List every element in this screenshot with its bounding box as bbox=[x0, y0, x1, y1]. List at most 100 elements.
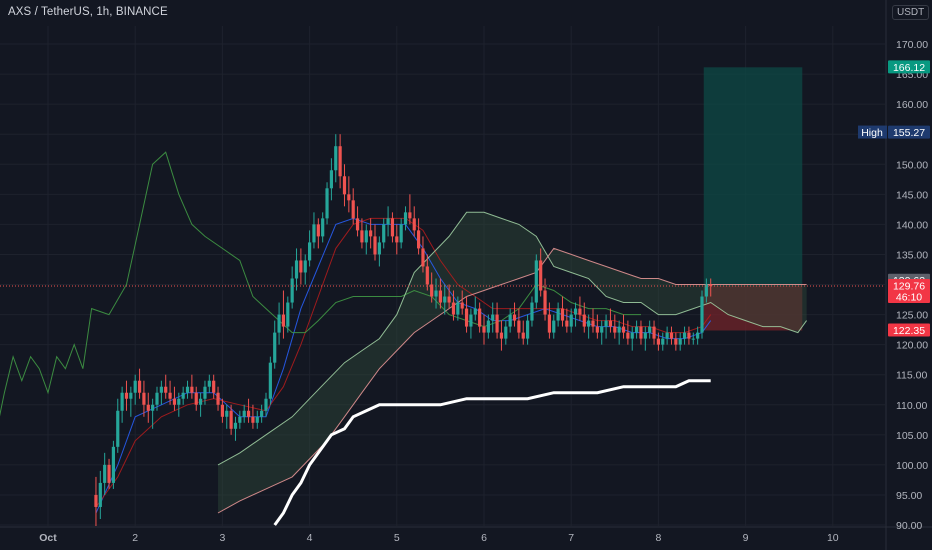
candle-body bbox=[329, 170, 333, 189]
symbol-title: AXS / TetherUS, 1h, BINANCE bbox=[8, 6, 168, 18]
candle-body bbox=[656, 338, 660, 345]
candle-body bbox=[456, 302, 460, 315]
candle-body bbox=[600, 326, 604, 333]
price-marker-label: 155.27 bbox=[893, 127, 925, 139]
price-marker-badge bbox=[888, 278, 930, 303]
candle-body bbox=[517, 320, 521, 333]
currency-badge[interactable]: USDT bbox=[892, 5, 930, 20]
candle-body bbox=[534, 260, 538, 303]
candle-body bbox=[412, 218, 416, 231]
candle-body bbox=[308, 242, 312, 261]
candle-body bbox=[591, 320, 595, 327]
candle-body bbox=[216, 392, 220, 405]
candle-body bbox=[268, 362, 272, 399]
candle-body bbox=[177, 398, 181, 405]
price-marker-note: High bbox=[861, 127, 883, 139]
candle-body bbox=[425, 266, 429, 285]
candle-body bbox=[94, 494, 98, 507]
candle-body bbox=[129, 392, 133, 399]
candle-body bbox=[635, 326, 639, 333]
candle-body bbox=[172, 398, 177, 405]
x-tick-label: 9 bbox=[743, 532, 749, 544]
candle-body bbox=[338, 146, 342, 177]
candle-body bbox=[648, 326, 652, 333]
candle-body bbox=[587, 320, 591, 327]
candle-body bbox=[316, 224, 320, 237]
candle-body bbox=[526, 320, 530, 339]
candle-body bbox=[678, 338, 682, 345]
candle-body bbox=[325, 188, 329, 219]
candle-body bbox=[417, 230, 421, 249]
price-marker-label: 129.76 bbox=[893, 280, 925, 292]
candle-body bbox=[473, 308, 477, 315]
candle-body bbox=[386, 218, 390, 225]
candle-body bbox=[495, 314, 499, 333]
plot-area bbox=[0, 26, 885, 526]
candle-body bbox=[508, 314, 512, 327]
candle-body bbox=[696, 332, 700, 339]
candle-body bbox=[133, 380, 137, 393]
candle-body bbox=[185, 386, 190, 393]
candle-body bbox=[434, 290, 438, 297]
candle-body bbox=[264, 398, 268, 411]
candle-body bbox=[229, 410, 233, 429]
candle-body bbox=[643, 332, 647, 339]
candle-body bbox=[225, 410, 229, 417]
leading-span-b bbox=[217, 247, 807, 514]
conversion-line bbox=[95, 217, 712, 514]
candle-body bbox=[321, 218, 325, 237]
candle-body bbox=[639, 326, 643, 339]
candle-body bbox=[251, 416, 255, 423]
candle-body bbox=[395, 236, 399, 243]
x-tick-label: 2 bbox=[132, 532, 138, 544]
candle-body bbox=[155, 392, 159, 405]
candle-body bbox=[578, 308, 582, 315]
candle-body bbox=[390, 218, 395, 237]
y-tick-label: 145.00 bbox=[896, 189, 928, 201]
candle-body bbox=[137, 380, 142, 393]
candle-body bbox=[669, 332, 674, 339]
candle-body bbox=[569, 314, 573, 327]
candle-body bbox=[273, 332, 277, 363]
y-tick-label: 140.00 bbox=[896, 219, 928, 231]
candle-body bbox=[595, 326, 599, 333]
candle-body bbox=[364, 230, 368, 243]
candle-body bbox=[552, 320, 556, 333]
y-tick-label: 135.00 bbox=[896, 249, 928, 261]
candle-body bbox=[277, 314, 281, 333]
candle-body bbox=[421, 248, 425, 267]
candle-body bbox=[199, 398, 203, 405]
candle-body bbox=[709, 284, 713, 286]
candle-body bbox=[512, 314, 517, 321]
candle-body bbox=[674, 338, 678, 345]
candle-body bbox=[246, 410, 251, 417]
candle-body bbox=[582, 314, 586, 327]
candle-body bbox=[286, 302, 290, 327]
x-tick-label: Oct bbox=[39, 532, 57, 544]
candle-body bbox=[168, 392, 172, 399]
candle-body bbox=[469, 314, 473, 327]
price-marker-label: 166.12 bbox=[893, 62, 925, 74]
candle-body bbox=[617, 326, 621, 333]
y-tick-label: 105.00 bbox=[896, 430, 928, 442]
candle-body bbox=[124, 392, 129, 399]
candle-body bbox=[190, 386, 194, 393]
candle-body bbox=[181, 392, 185, 399]
leading-span-a bbox=[217, 211, 808, 466]
candle-body bbox=[430, 284, 434, 297]
base-line bbox=[95, 217, 712, 508]
candle-body bbox=[573, 308, 578, 315]
candle-body bbox=[382, 224, 386, 243]
candle-body bbox=[377, 242, 381, 255]
price-marker-note-bg bbox=[858, 125, 887, 139]
y-tick-label: 115.00 bbox=[896, 370, 927, 382]
candle-body bbox=[98, 482, 102, 507]
candle-body bbox=[334, 146, 338, 171]
y-tick-label: 100.00 bbox=[896, 460, 928, 472]
candle-body bbox=[447, 296, 451, 303]
candle-body bbox=[373, 236, 377, 255]
candle-body bbox=[661, 338, 665, 345]
price-marker-badge bbox=[888, 60, 930, 74]
